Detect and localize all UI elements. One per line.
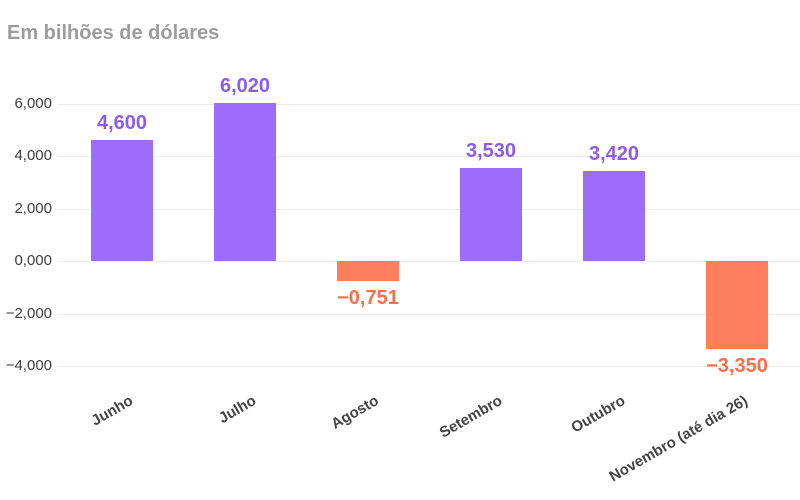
- y-axis-tick-label: −4,000: [5, 357, 52, 374]
- gridline: [58, 366, 800, 367]
- gridline: [58, 156, 800, 157]
- bar-novembro: [706, 261, 768, 349]
- bar-value-label-junho: 4,600: [96, 112, 148, 135]
- x-axis-label-novembro: Novembro (até dia 26): [606, 392, 751, 486]
- gridline: [58, 313, 800, 315]
- bar-value-label-setembro: 3,530: [465, 140, 517, 163]
- bar-outubro: [583, 171, 645, 261]
- bar-value-label-outubro: 3,420: [588, 143, 640, 166]
- y-axis-tick-label: 0,000: [14, 252, 52, 269]
- x-axis-label-setembro: Setembro: [436, 392, 505, 442]
- bar-setembro: [460, 168, 522, 261]
- x-axis-label-outubro: Outubro: [568, 392, 628, 437]
- x-axis-label-julho: Julho: [215, 392, 259, 427]
- x-axis-label-agosto: Agosto: [328, 392, 382, 433]
- y-axis-tick-label: 6,000: [14, 94, 52, 112]
- bar-agosto: [337, 261, 399, 281]
- bar-value-label-agosto: −0,751: [337, 286, 399, 309]
- bar-junho: [91, 140, 153, 261]
- chart-title: Em bilhões de dólares: [7, 22, 220, 44]
- bar-value-label-julho: 6,020: [219, 74, 271, 97]
- gridline: [58, 208, 800, 210]
- y-axis-tick-label: −2,000: [5, 304, 52, 322]
- x-axis-label-junho: Junho: [88, 392, 136, 430]
- bar-julho: [214, 102, 276, 261]
- y-axis-tick-label: 4,000: [14, 147, 52, 164]
- bar-value-label-novembro: −3,350: [706, 354, 768, 377]
- gridline: [58, 103, 800, 105]
- gridline: [58, 261, 800, 262]
- y-axis-tick-label: 2,000: [14, 199, 52, 217]
